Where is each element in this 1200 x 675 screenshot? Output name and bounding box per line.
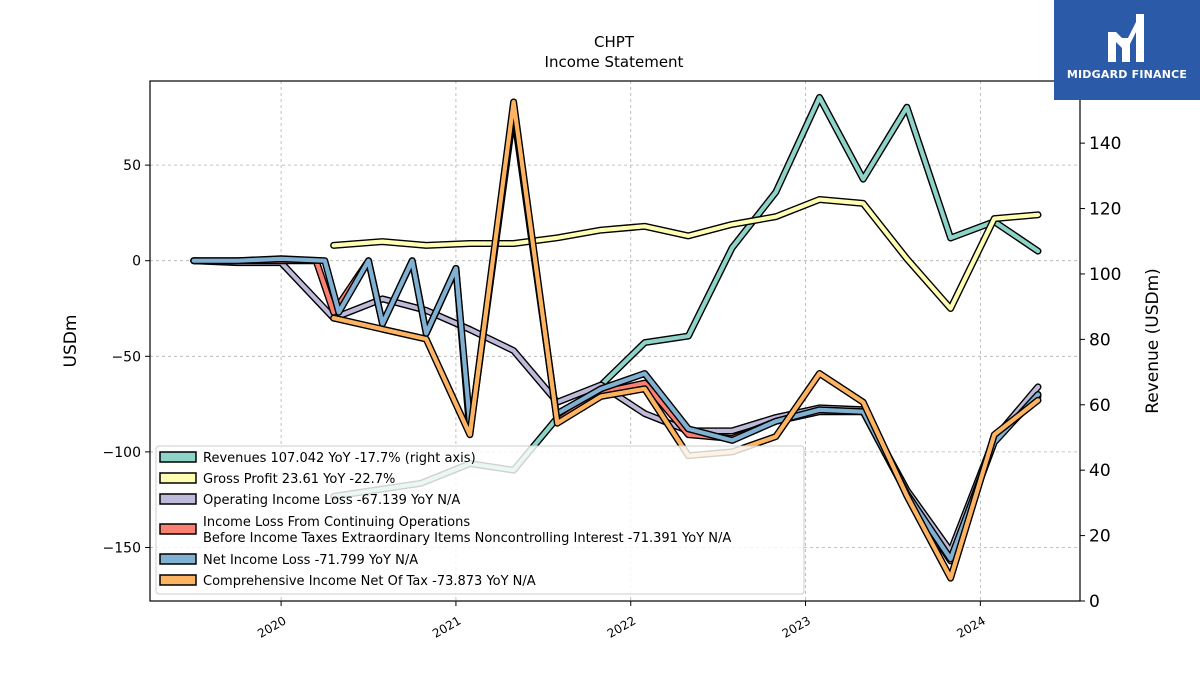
x-tick-label: 2024 xyxy=(954,613,987,640)
legend-label: Income Loss From Continuing Operations xyxy=(203,515,470,530)
logo-mark-icon xyxy=(1108,14,1144,62)
legend-label: Comprehensive Income Net Of Tax -73.873 … xyxy=(203,574,536,589)
legend-label: Gross Profit 23.61 YoY -22.7% xyxy=(203,472,395,487)
legend-swatch xyxy=(159,493,197,505)
x-ticks: 2020 2021 2022 2023 2024 xyxy=(255,601,988,641)
y-tick-label-right: 40 xyxy=(1089,461,1111,481)
y-tick-label-right: 80 xyxy=(1089,330,1111,350)
y-tick-label-left: 0 xyxy=(132,254,141,270)
legend-label: Revenues 107.042 YoY -17.7% (right axis) xyxy=(203,451,476,466)
legend-swatch xyxy=(159,553,197,565)
y-ticks-right: 0 20 40 60 80 100 120 140 xyxy=(1080,134,1121,612)
x-tick-label: 2023 xyxy=(780,613,813,640)
legend-swatch xyxy=(159,451,197,463)
legend-label-line2: Before Income Taxes Extraordinary Items … xyxy=(203,531,731,546)
legend-label: Net Income Loss -71.799 YoY N/A xyxy=(203,553,418,568)
legend-swatch xyxy=(159,472,197,484)
chart-title: CHPT xyxy=(594,33,635,51)
y-tick-label-left: −100 xyxy=(103,445,141,461)
plot-frame xyxy=(149,80,1081,602)
series-line xyxy=(555,371,1041,562)
y-tick-label-right: 0 xyxy=(1089,592,1100,612)
legend-label: Operating Income Loss -67.139 YoY N/A xyxy=(203,493,460,508)
series-line xyxy=(191,256,472,426)
series-line-outline xyxy=(330,196,1042,312)
x-tick-label: 2021 xyxy=(430,613,463,640)
chart-subtitle: Income Statement xyxy=(545,53,684,71)
x-tick-label: 2022 xyxy=(605,613,638,640)
legend-swatch xyxy=(159,523,197,535)
legend-box xyxy=(155,445,805,595)
logo: MIDGARD FINANCE xyxy=(1054,0,1200,100)
y-tick-label-left: 50 xyxy=(123,158,141,174)
legend: Revenues 107.042 YoY -17.7% (right axis)… xyxy=(155,445,805,595)
y-axis-label-right: Revenue (USDm) xyxy=(1143,268,1163,414)
y-axis-label-left: USDm xyxy=(61,315,81,368)
legend-swatch xyxy=(159,574,197,586)
y-tick-label-left: −50 xyxy=(111,349,141,365)
y-tick-label-right: 20 xyxy=(1089,527,1111,547)
y-tick-label-left: −150 xyxy=(103,540,141,556)
y-tick-label-right: 140 xyxy=(1089,134,1121,154)
logo-text: MIDGARD FINANCE xyxy=(1066,68,1188,81)
x-tick-label: 2020 xyxy=(255,613,288,640)
y-ticks-left: 50 0 −50 −100 −150 xyxy=(103,158,150,556)
y-tick-label-right: 60 xyxy=(1089,396,1111,416)
y-tick-label-right: 100 xyxy=(1089,265,1121,285)
series-line xyxy=(331,197,1041,311)
y-tick-label-right: 120 xyxy=(1089,200,1121,220)
